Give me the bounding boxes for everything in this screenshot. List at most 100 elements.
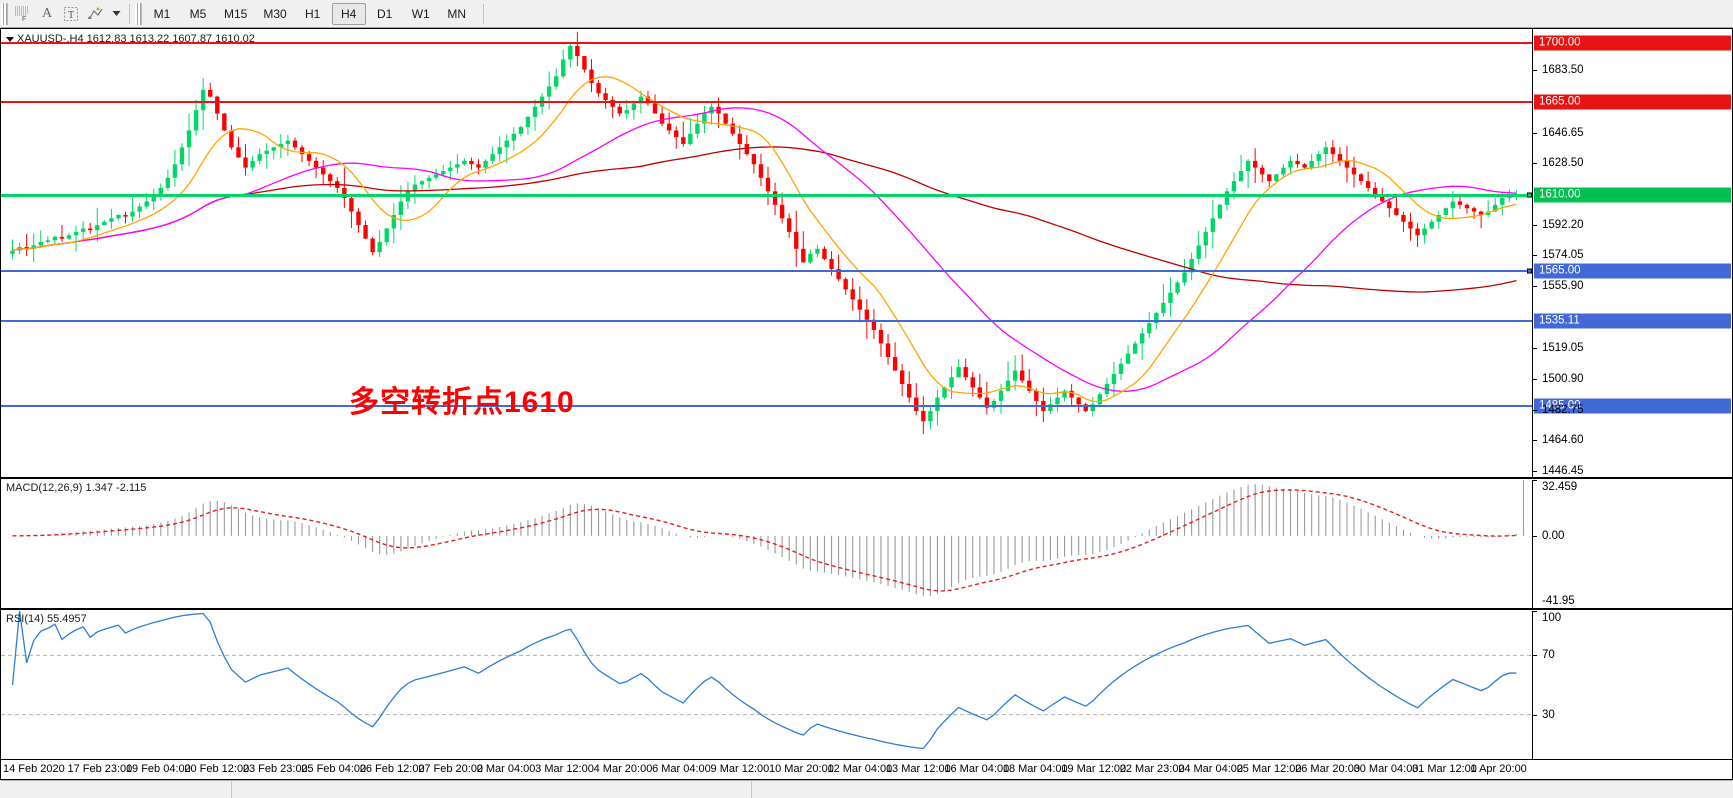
price-tick-mark (1533, 471, 1537, 473)
rsi-scale-label-0: 100 (1542, 612, 1562, 624)
rsi-scale-label-1: 70 (1542, 649, 1555, 662)
price-tick-mark (1533, 70, 1537, 72)
price-tick-label-1574-05: 1574.05 (1542, 249, 1584, 262)
timeframe-m1-button[interactable]: M1 (153, 6, 171, 21)
time-axis-label-16: 16 Mar 04:00 (944, 763, 1010, 775)
timeframe-h1-button[interactable]: H1 (305, 6, 321, 21)
price-tick-mark (1533, 409, 1537, 411)
toolbar-separator-2 (482, 3, 484, 24)
level-line-handle[interactable] (1527, 192, 1532, 198)
rsi-tick-mark (1533, 655, 1537, 657)
toolbar-separator-1 (129, 3, 130, 24)
time-axis-label-5: 25 Feb 04:00 (301, 763, 367, 775)
level-line-1610-00[interactable] (1, 193, 1532, 197)
status-bar (0, 780, 1733, 798)
chart-frame[interactable]: XAUUSD-,H4 1612.83 1613.22 1607.87 1610.… (0, 28, 1733, 780)
time-axis-label-3: 20 Feb 12:00 (184, 763, 250, 775)
price-badge-1610-00[interactable]: 1610.00 (1534, 187, 1731, 203)
timeframe-w1-button[interactable]: W1 (411, 6, 430, 21)
macd-scale[interactable]: 32.459 0.00 -41.95 (1532, 480, 1732, 608)
price-tick-mark (1533, 348, 1537, 350)
time-axis-label-2: 19 Feb 04:00 (125, 763, 191, 775)
time-axis-label-11: 6 Mar 04:00 (652, 763, 711, 775)
rsi-scale[interactable]: 100 70 30 (1532, 611, 1732, 759)
time-axis-label-12: 9 Mar 12:00 (710, 763, 770, 775)
price-tick-label-1500-90: 1500.90 (1542, 373, 1584, 386)
price-badge-1700-00[interactable]: 1700.00 (1534, 35, 1731, 51)
level-line-1665-00[interactable] (1, 100, 1532, 103)
time-axis-label-17: 18 Mar 04:00 (1002, 763, 1068, 775)
level-line-1700-00[interactable] (1, 41, 1532, 44)
timeframe-m5-button[interactable]: M5 (189, 6, 207, 21)
rsi-plot (1, 611, 1532, 750)
level-line-1565-00[interactable] (1, 269, 1532, 272)
macd-panel[interactable]: MACD(12,26,9) 1.347 -2.115 32.459 0.00 -41… (1, 480, 1732, 608)
symbol-ohlc-text: XAUUSD-,H4 1612.83 1613.22 1607.87 1610.… (17, 33, 255, 45)
time-axis-label-22: 26 Mar 20:00 (1295, 763, 1360, 775)
price-tick-label-1555-90: 1555.90 (1542, 280, 1584, 293)
timeframe-group: M1 M5 M15 M30 H1 H4 D1 W1 MN (144, 2, 475, 25)
time-axis[interactable]: 14 Feb 2020 17 Feb 23:00 19 Feb 04:00 20 Fe… (1, 759, 1732, 779)
time-axis-label-9: 3 Mar 12:00 (535, 763, 594, 775)
timeframe-m15-button[interactable]: M15 (224, 6, 248, 21)
symbol-dropdown-icon[interactable] (6, 36, 14, 42)
macd-label: MACD(12,26,9) 1.347 -2.115 (6, 482, 147, 494)
symbol-header[interactable]: XAUUSD-,H4 1612.83 1613.22 1607.87 1610.… (6, 33, 255, 45)
time-axis-label-0: 14 Feb 2020 (3, 763, 65, 775)
macd-scale-label-1: 0.00 (1542, 529, 1565, 542)
time-axis-label-8: 2 Mar 04:00 (476, 763, 536, 775)
dropdown-arrow-icon[interactable] (108, 2, 125, 26)
price-badge-1485-00[interactable]: 1485.00 (1534, 398, 1731, 414)
rsi-tick-mark (1533, 611, 1537, 612)
toolbar-grip-2[interactable] (135, 2, 142, 25)
time-axis-label-4: 23 Feb 23:00 (242, 763, 308, 775)
time-axis-label-13: 10 Mar 20:00 (769, 763, 834, 775)
price-tick-label-1646-65: 1646.65 (1542, 126, 1584, 139)
annotation-text[interactable]: 多空转折点1610 (349, 386, 575, 419)
price-tick-label-1683-50: 1683.50 (1542, 64, 1584, 77)
crosshair-f-icon[interactable]: F (10, 2, 35, 26)
price-badge-1535-11[interactable]: 1535.11 (1534, 313, 1731, 329)
level-line-1485-00[interactable] (1, 404, 1532, 407)
price-tick-mark (1533, 286, 1537, 288)
status-cell-3 (752, 781, 1733, 798)
price-badge-1565-00[interactable]: 1565.00 (1534, 263, 1731, 279)
svg-text:T: T (68, 10, 74, 21)
timeframe-m30-button[interactable]: M30 (263, 6, 287, 21)
price-tick-mark (1533, 132, 1537, 134)
toolbar-grip-1[interactable] (1, 2, 8, 25)
time-axis-label-20: 24 Mar 04:00 (1178, 763, 1244, 775)
price-badge-1665-00[interactable]: 1665.00 (1534, 94, 1731, 110)
rsi-tick-mark (1533, 714, 1537, 716)
macd-plot (12, 480, 1525, 597)
time-axis-label-24: 31 Mar 12:00 (1412, 763, 1477, 775)
svg-text:F: F (22, 16, 26, 22)
price-scale[interactable]: 1700.00 1683.50 1665.00 1646.65 1628.50 1610.… (1532, 29, 1732, 477)
time-axis-label-1: 17 Feb 23:00 (67, 763, 133, 775)
price-tick-label-1464-60: 1464.60 (1542, 434, 1584, 447)
price-tick-label-1519-05: 1519.05 (1542, 342, 1584, 355)
price-tick-mark (1533, 163, 1537, 165)
text-label-icon[interactable]: A (35, 2, 59, 26)
status-cell-1 (0, 780, 232, 798)
level-line-1535-11[interactable] (1, 320, 1532, 323)
level-line-handle[interactable] (1527, 268, 1532, 274)
time-axis-label-15: 13 Mar 12:00 (885, 763, 951, 775)
price-tick-label-1592-20: 1592.20 (1542, 218, 1584, 231)
timeframe-d1-button[interactable]: D1 (377, 6, 393, 21)
panel-separator-2 (1, 608, 1732, 610)
time-axis-label-6: 26 Feb 12:00 (359, 763, 425, 775)
macd-scale-label-0: 32.459 (1542, 481, 1578, 493)
toolbar: F A T M1 M5 M15 M30 H1 H4 D1 W1 MN (0, 0, 1733, 28)
time-axis-label-7: 27 Feb 20:00 (418, 763, 484, 775)
time-axis-label-10: 4 Mar 20:00 (593, 763, 653, 775)
price-panel[interactable]: XAUUSD-,H4 1612.83 1613.22 1607.87 1610.… (1, 29, 1732, 477)
rsi-panel[interactable]: RSI(14) 55.4957 100 70 30 (1, 611, 1732, 759)
text-box-icon[interactable]: T (59, 2, 83, 26)
timeframe-h4-button[interactable]: H4 (331, 2, 366, 25)
objects-icon[interactable] (83, 2, 108, 26)
timeframe-mn-button[interactable]: MN (447, 6, 467, 21)
price-tick-label-1482-75: 1482.75 (1542, 403, 1584, 416)
price-tick-label-1446-45: 1446.45 (1542, 465, 1584, 477)
